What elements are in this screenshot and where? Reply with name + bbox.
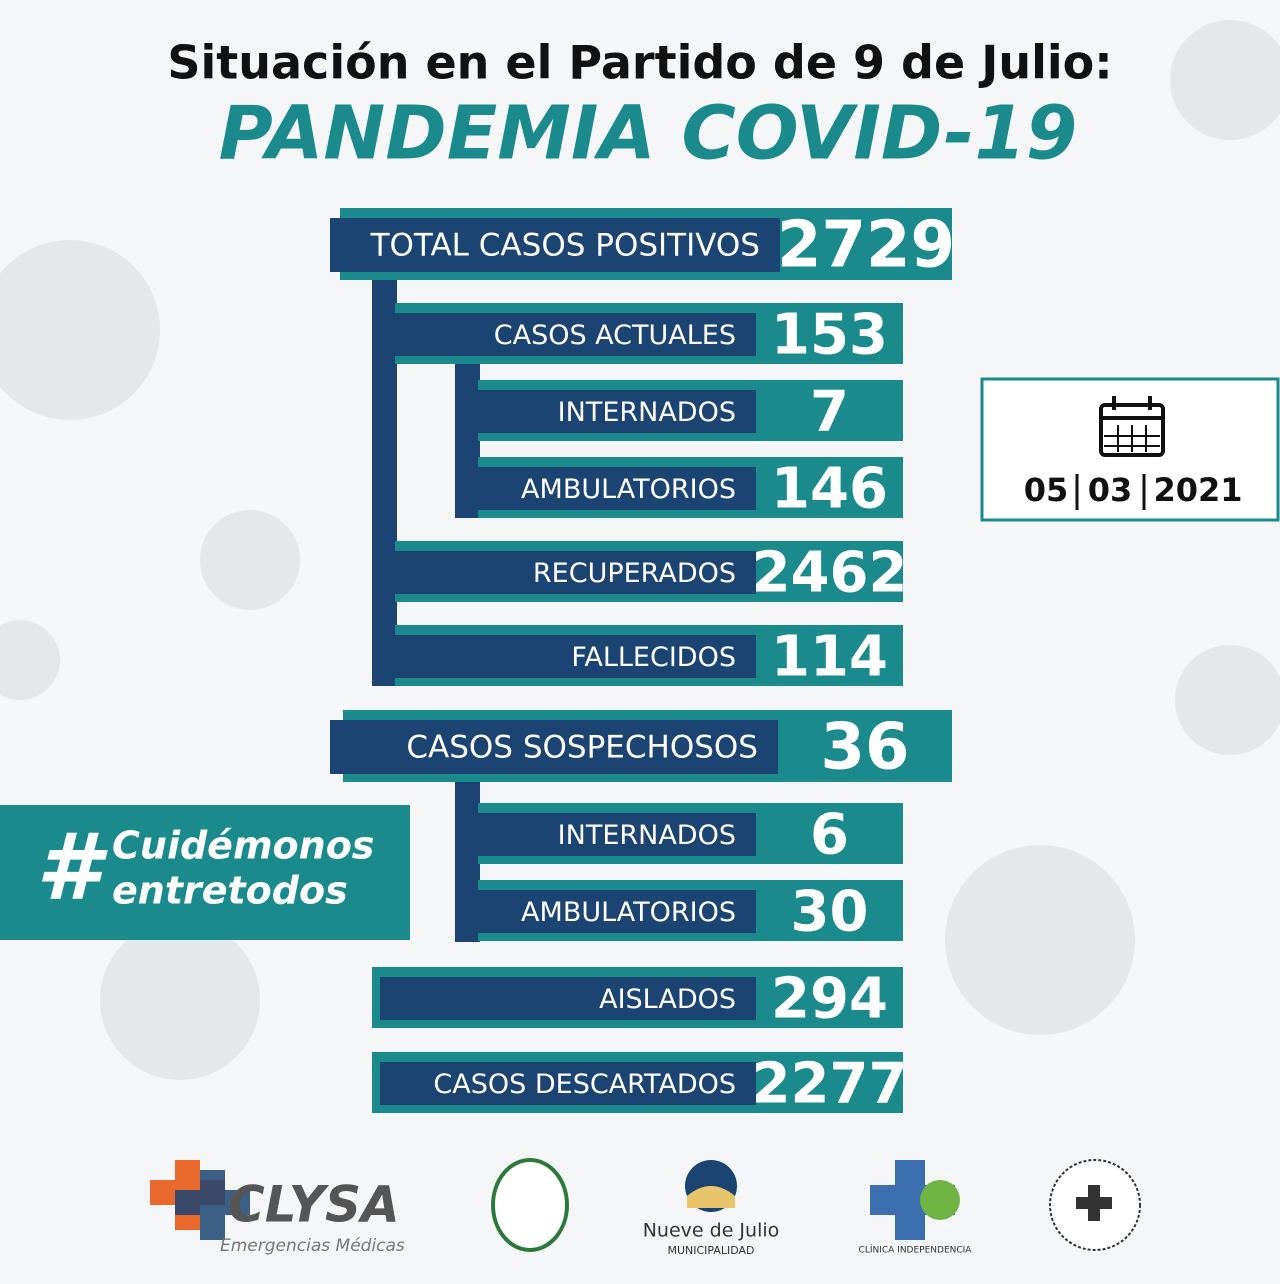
connector: [455, 350, 480, 518]
stat-row: CASOS ACTUALES 153: [395, 303, 903, 368]
date-month: 03: [1088, 471, 1133, 509]
stat-value: 7: [810, 380, 849, 445]
clinic-name: CLÍNICA INDEPENDENCIA: [859, 1244, 973, 1256]
stat-row: FALLECIDOS 114: [395, 625, 903, 690]
stat-label: CASOS ACTUALES: [494, 320, 736, 351]
clysa-tagline: Emergencias Médicas: [220, 1236, 405, 1256]
stat-value: 6: [810, 803, 849, 868]
label-box: [380, 977, 756, 1020]
municipality-sub: MUNICIPALIDAD: [667, 1244, 754, 1257]
label-box: [395, 313, 756, 356]
stat-label: INTERNADOS: [558, 397, 736, 428]
sponsors: CLYSA Emergencias Médicas Nueve de Julio…: [150, 1158, 1141, 1257]
background-viruses: [0, 20, 1280, 1080]
stat-label: FALLECIDOS: [571, 642, 736, 673]
label-box: [330, 218, 780, 272]
stat-label: AMBULATORIOS: [521, 897, 736, 928]
stat-value: 146: [771, 457, 888, 522]
label-box: [478, 467, 756, 510]
medical-circle-logo: [491, 1158, 569, 1252]
stat-row: AISLADOS 294: [372, 967, 903, 1032]
stat-label: RECUPERADOS: [533, 558, 736, 589]
stat-row: CASOS DESCARTADOS 2277: [372, 1052, 907, 1117]
stat-row: TOTAL CASOS POSITIVOS 2729: [330, 208, 955, 283]
municipality-logo: Nueve de Julio MUNICIPALIDAD: [643, 1160, 780, 1257]
hashtag-line1: Cuidémonos: [112, 824, 374, 868]
label-box: [478, 813, 756, 856]
stat-row: AMBULATORIOS 146: [478, 457, 903, 522]
label-box: [478, 890, 756, 933]
label-box: [395, 635, 756, 678]
clysa-logo: CLYSA Emergencias Médicas: [150, 1160, 405, 1256]
stat-label: TOTAL CASOS POSITIVOS: [370, 228, 760, 264]
stat-label: AMBULATORIOS: [521, 474, 736, 505]
label-box: [395, 551, 756, 594]
stat-row: CASOS SOSPECHOSOS 36: [330, 710, 952, 785]
stat-value: 114: [771, 625, 888, 690]
stat-row: AMBULATORIOS 30: [478, 880, 903, 945]
stat-label: CASOS DESCARTADOS: [433, 1069, 736, 1100]
date-box: 05 03 2021: [980, 377, 1280, 522]
stat-row: INTERNADOS 7: [478, 380, 903, 445]
title: Situación en el Partido de 9 de Julio:: [167, 36, 1112, 90]
clinic-logo: CLÍNICA INDEPENDENCIA: [859, 1160, 973, 1256]
date-day: 05: [1024, 471, 1069, 509]
stat-label: INTERNADOS: [558, 820, 736, 851]
stat-value: 2277: [752, 1052, 908, 1117]
clysa-name: CLYSA: [228, 1176, 400, 1234]
connector: [372, 262, 397, 686]
stat-value: 30: [791, 880, 869, 945]
connectors: [372, 262, 480, 942]
label-box: [330, 720, 778, 774]
rows: TOTAL CASOS POSITIVOS 2729 CASOS ACTUALES 1…: [330, 208, 955, 1117]
label-box: [478, 390, 756, 433]
stat-label: AISLADOS: [599, 984, 736, 1015]
calendar-icon: [1099, 396, 1165, 457]
stat-row: INTERNADOS 6: [478, 803, 903, 868]
stat-value: 2729: [777, 209, 955, 283]
stat-value: 153: [771, 303, 888, 368]
stat-value: 36: [820, 711, 909, 785]
label-box: [380, 1062, 756, 1105]
stat-row: RECUPERADOS 2462: [395, 541, 907, 606]
stat-label: CASOS SOSPECHOSOS: [406, 730, 758, 766]
hashtag-symbol: #: [36, 813, 108, 920]
connector: [455, 765, 480, 942]
municipality-name: Nueve de Julio: [643, 1220, 780, 1242]
hashtag-line2: entretodos: [112, 869, 348, 913]
stat-value: 294: [771, 967, 888, 1032]
subtitle: PANDEMIA COVID-19: [219, 91, 1078, 177]
stat-value: 2462: [752, 541, 908, 606]
date-year: 2021: [1153, 471, 1242, 509]
hashtag-box: # Cuidémonos entretodos: [0, 805, 410, 940]
